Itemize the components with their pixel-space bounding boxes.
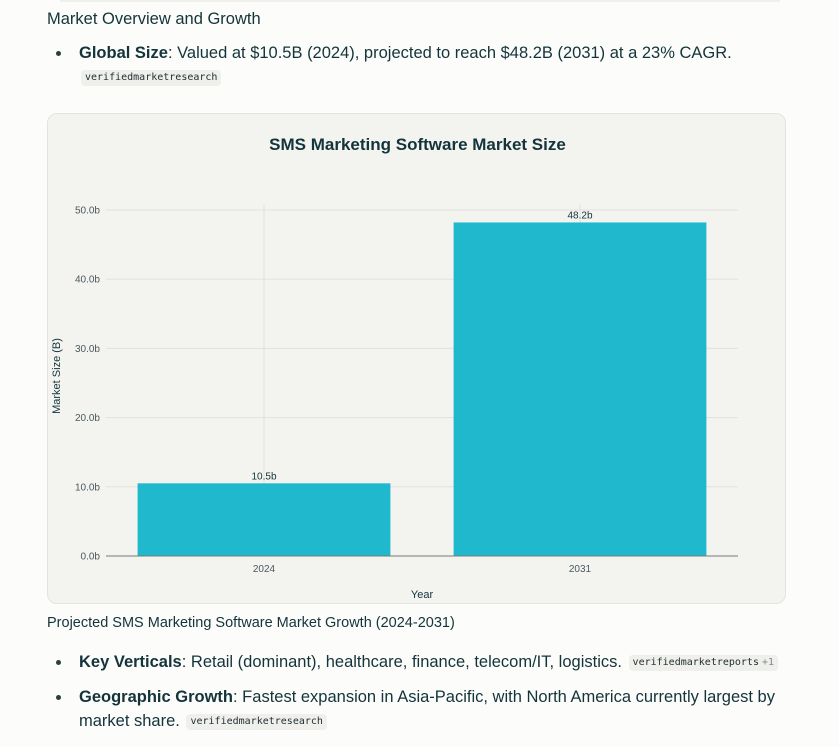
y-axis-label: Market Size (B): [51, 338, 63, 414]
bar-2031: [453, 222, 707, 556]
chart-title: SMS Marketing Software Market Size: [269, 135, 566, 154]
citation-badge[interactable]: verifiedmarketresearch: [186, 714, 327, 730]
citation-more-count: +1: [761, 657, 775, 668]
chart-bars: 10.5b 48.2b: [106, 210, 738, 557]
citation-badge[interactable]: verifiedmarketreports +1: [628, 655, 779, 671]
y-tick-label: 0.0b: [81, 552, 101, 563]
x-tick-label: 2024: [253, 564, 276, 575]
chart-caption: Projected SMS Marketing Software Market …: [47, 615, 455, 631]
bar-2024: [137, 483, 391, 556]
bar-chart: SMS Marketing Software Market Size 0.0b 1…: [51, 135, 738, 601]
section-title: Market Overview and Growth: [47, 10, 261, 28]
top-divider: [60, 0, 780, 2]
x-axis-label: Year: [411, 589, 434, 601]
bullet-item-geographic-growth: Geographic Growth: Fastest expansion in …: [0, 685, 839, 733]
bullet-item-key-verticals: Key Verticals: Retail (dominant), health…: [0, 650, 839, 674]
bullet-term: Key Verticals: [79, 653, 182, 671]
citation-badge[interactable]: verifiedmarketresearch: [81, 70, 222, 86]
y-tick-label: 40.0b: [75, 275, 100, 286]
bullet-item-global-size: Global Size: Valued at $10.5B (2024), pr…: [0, 41, 839, 89]
citation-label: verifiedmarketresearch: [190, 716, 323, 727]
y-tick-label: 50.0b: [75, 206, 100, 217]
bullet-term: Geographic Growth: [79, 688, 234, 706]
citation-label: verifiedmarketresearch: [85, 72, 218, 83]
bullet-text: : Fastest expansion in Asia-Pacific, wit…: [79, 688, 775, 730]
x-tick-label: 2031: [569, 564, 592, 575]
y-tick-label: 10.0b: [75, 482, 100, 493]
x-axis-ticks: 2024 2031: [253, 564, 592, 575]
bullet-list-bottom: Key Verticals: Retail (dominant), health…: [0, 650, 839, 744]
y-tick-label: 30.0b: [75, 344, 100, 355]
bullet-term: Global Size: [79, 44, 168, 62]
data-label: 10.5b: [251, 471, 276, 482]
chart-card: SMS Marketing Software Market Size 0.0b 1…: [47, 113, 786, 604]
bullet-text: : Valued at $10.5B (2024), projected to …: [167, 44, 732, 62]
bullet-list-top: Global Size: Valued at $10.5B (2024), pr…: [0, 41, 839, 89]
citation-label: verifiedmarketreports: [632, 657, 759, 668]
y-tick-label: 20.0b: [75, 413, 100, 424]
data-label: 48.2b: [567, 210, 592, 221]
bullet-text: : Retail (dominant), healthcare, finance…: [181, 653, 627, 671]
y-axis-ticks: 0.0b 10.0b 20.0b 30.0b 40.0b 50.0b: [75, 206, 100, 563]
